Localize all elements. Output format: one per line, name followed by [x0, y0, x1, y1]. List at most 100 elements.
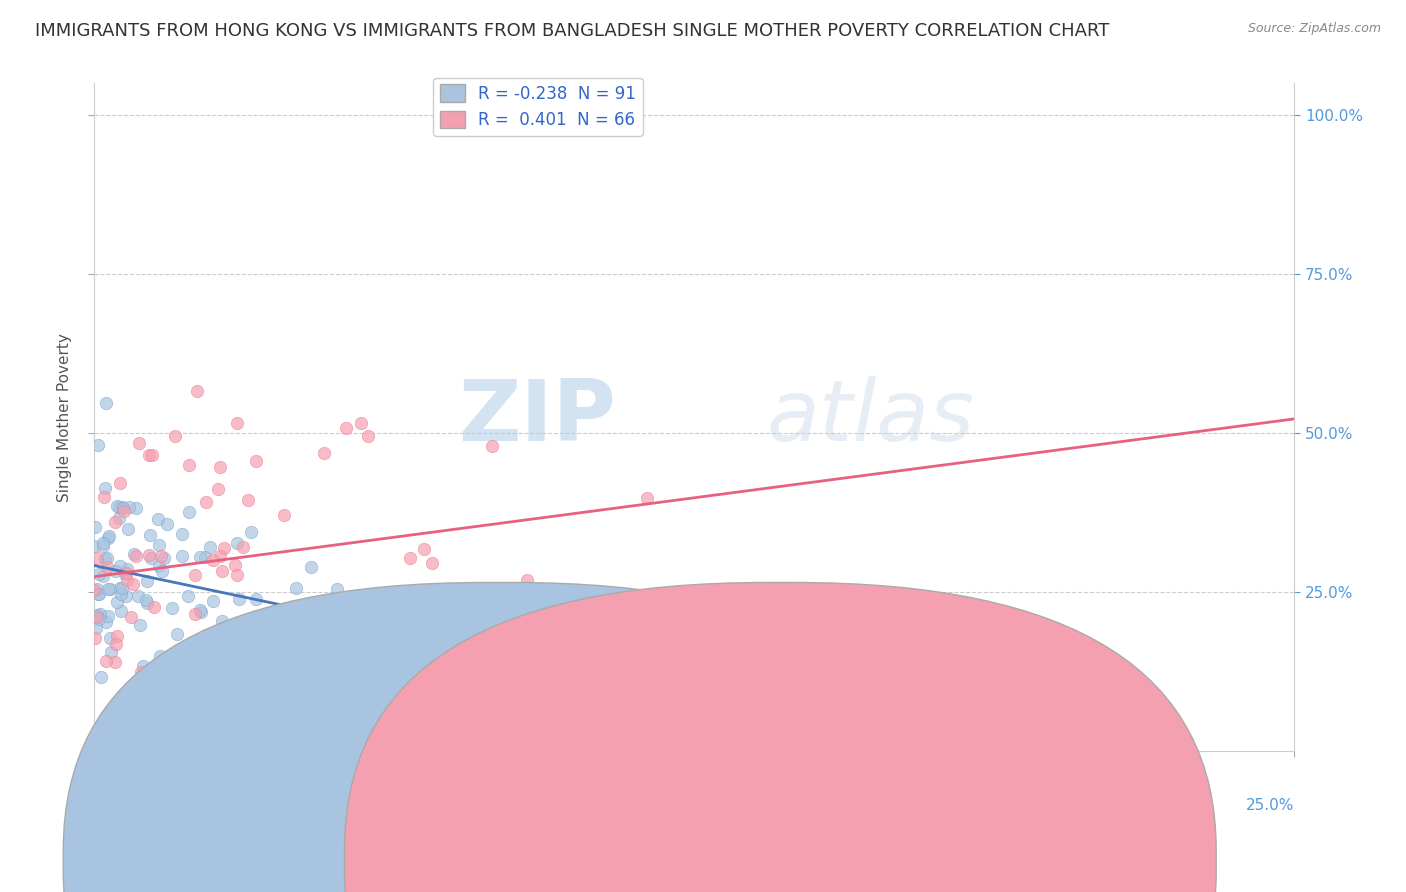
Point [177, 590, 200, 604]
Legend: R = -0.238  N = 91, R =  0.401  N = 66: R = -0.238 N = 91, R = 0.401 N = 66 [433, 78, 643, 136]
Point [204, 632, 226, 647]
Point [226, 568, 249, 582]
Point [225, 416, 247, 430]
Point [87, 587, 110, 601]
Point [148, 559, 170, 574]
Point [166, 627, 188, 641]
Point [90, 670, 112, 684]
Point [228, 592, 250, 607]
Point [139, 550, 162, 565]
Point [190, 605, 212, 619]
Point [120, 610, 142, 624]
Point [149, 648, 172, 663]
Point [165, 429, 187, 443]
Point [183, 607, 205, 622]
Point [110, 604, 132, 618]
Point [142, 599, 165, 614]
Point [207, 482, 229, 496]
Point [98, 582, 121, 596]
Point [135, 574, 157, 589]
Point [94, 615, 117, 629]
Point [117, 573, 139, 587]
Point [148, 511, 170, 525]
Point [491, 632, 513, 647]
Point [335, 606, 357, 620]
Point [166, 666, 188, 681]
Point [127, 589, 149, 603]
Point [180, 665, 202, 679]
Point [149, 549, 172, 563]
Point [132, 659, 155, 673]
Point [89, 607, 111, 621]
Point [422, 557, 444, 571]
Point [138, 448, 160, 462]
Point [232, 540, 254, 554]
Point [135, 593, 157, 607]
Point [357, 428, 380, 442]
Text: atlas: atlas [766, 376, 974, 458]
Point [247, 669, 270, 683]
Point [172, 527, 194, 541]
Point [114, 590, 136, 604]
Point [150, 712, 173, 726]
Point [86, 582, 108, 596]
Point [193, 549, 215, 564]
Point [335, 420, 357, 434]
Point [311, 644, 333, 658]
Point [83, 631, 105, 645]
Point [114, 567, 136, 582]
Point [273, 508, 295, 522]
Point [122, 576, 145, 591]
Point [97, 531, 120, 545]
Point [139, 528, 162, 542]
Point [214, 541, 236, 556]
Point [83, 583, 105, 598]
Point [179, 458, 201, 472]
Point [378, 590, 401, 604]
Point [136, 597, 159, 611]
Point [516, 573, 538, 587]
Point [124, 501, 146, 516]
Text: 0.0%: 0.0% [94, 798, 132, 814]
Point [245, 592, 267, 607]
Point [309, 608, 332, 623]
Point [209, 632, 232, 646]
Text: Source: ZipAtlas.com: Source: ZipAtlas.com [1247, 22, 1381, 36]
Point [399, 550, 422, 565]
Point [138, 548, 160, 562]
Text: IMMIGRANTS FROM HONG KONG VS IMMIGRANTS FROM BANGLADESH SINGLE MOTHER POVERTY CO: IMMIGRANTS FROM HONG KONG VS IMMIGRANTS … [35, 22, 1109, 40]
Point [141, 448, 163, 462]
Point [325, 582, 347, 596]
Point [172, 549, 194, 563]
Point [451, 644, 474, 658]
Point [111, 500, 134, 515]
Point [94, 720, 117, 734]
Point [224, 558, 246, 573]
Point [91, 536, 114, 550]
Point [128, 436, 150, 450]
Point [256, 644, 278, 658]
Point [297, 615, 319, 629]
Point [481, 439, 503, 453]
Point [91, 568, 114, 582]
Point [299, 560, 322, 574]
Text: ZIP: ZIP [458, 376, 616, 458]
Point [108, 559, 131, 574]
Point [93, 481, 115, 495]
Point [105, 499, 128, 513]
Point [105, 629, 128, 643]
Point [202, 553, 225, 567]
Point [201, 593, 224, 607]
Point [104, 565, 127, 579]
Point [89, 566, 111, 581]
Point [395, 634, 418, 648]
Point [111, 581, 134, 595]
Point [236, 493, 259, 508]
Point [239, 524, 262, 539]
Point [100, 645, 122, 659]
Point [208, 549, 231, 564]
Point [93, 491, 115, 505]
Y-axis label: Single Mother Poverty: Single Mother Poverty [58, 333, 72, 501]
Text: 25.0%: 25.0% [1246, 798, 1295, 814]
Point [188, 550, 211, 565]
